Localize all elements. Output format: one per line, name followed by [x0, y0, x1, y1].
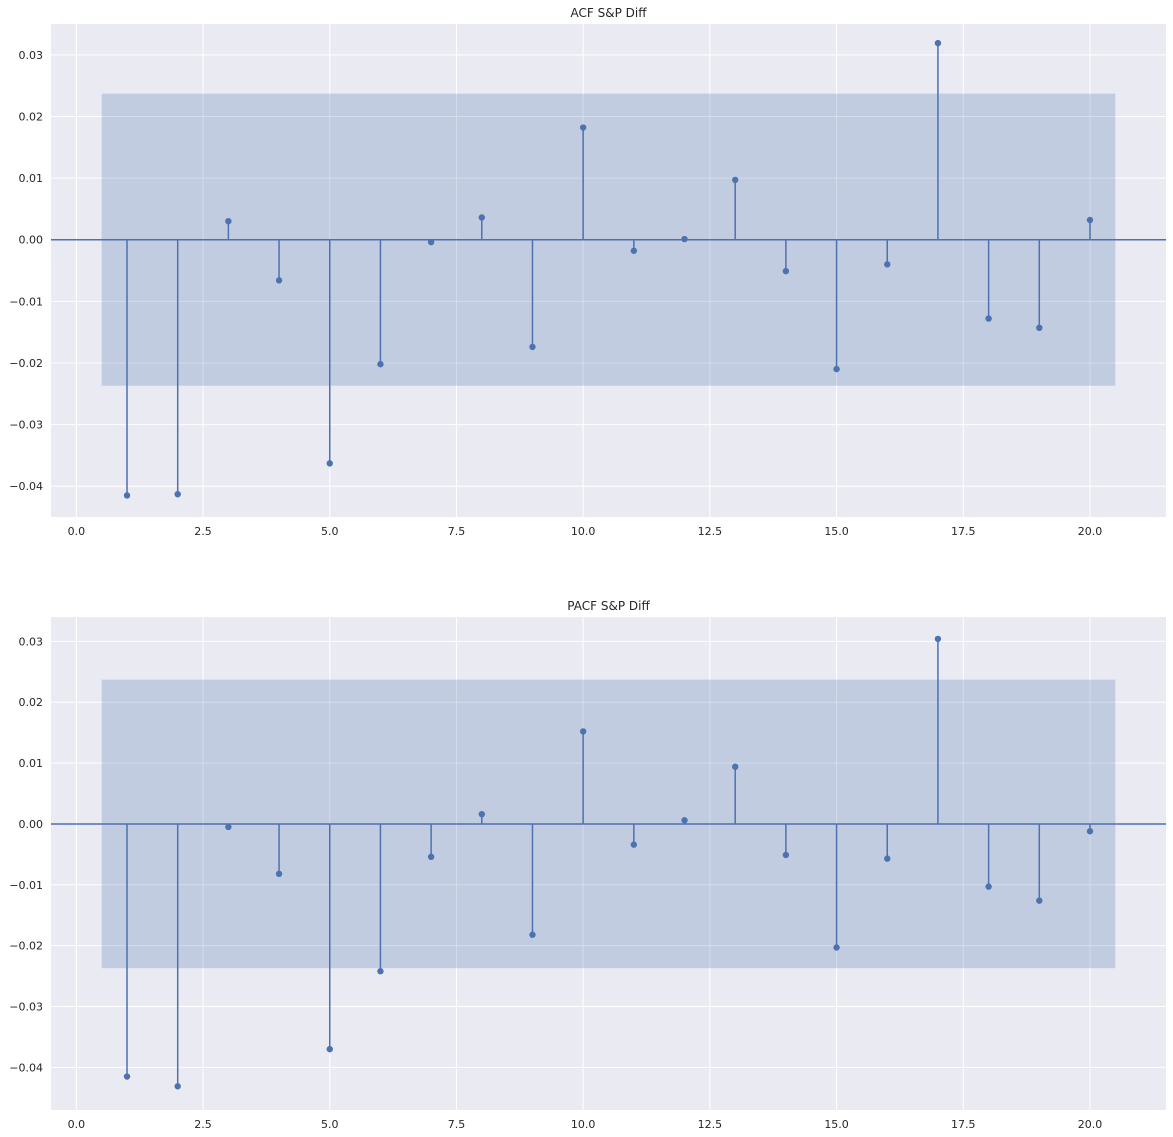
pacf-x-tick-label: 15.0 [824, 1118, 849, 1131]
pacf-y-tick-label: −0.03 [9, 1001, 43, 1014]
acf-stem-marker [782, 267, 790, 275]
pacf-y-tick-label: 0.03 [19, 635, 44, 648]
pacf-stem-marker [782, 851, 790, 859]
pacf-stem-marker [833, 944, 840, 951]
pacf-x-tick-label: 17.5 [951, 1118, 976, 1131]
acf-stem-marker [478, 214, 485, 221]
acf-x-tick-label: 17.5 [951, 525, 976, 538]
pacf-stem-marker [934, 635, 942, 643]
acf-stem-marker [732, 176, 739, 184]
pacf-y-tick-label: −0.01 [9, 879, 43, 892]
acf-x-tick-label: 20.0 [1078, 525, 1103, 538]
acf-x-tick-label: 2.5 [194, 525, 212, 538]
pacf-chart-title: PACF S&P Diff [567, 599, 650, 613]
pacf-stem-marker [732, 763, 739, 770]
pacf-x-tick-label: 10.0 [571, 1118, 596, 1131]
acf-x-tick-label: 10.0 [571, 525, 596, 538]
acf-stem-marker [377, 360, 384, 368]
pacf-stem-marker [884, 855, 891, 862]
pacf-stem-marker [326, 1045, 333, 1053]
acf-stem-marker [681, 235, 688, 243]
pacf-x-tick-label: 2.5 [194, 1118, 212, 1131]
pacf-x-tick-label: 0.0 [68, 1118, 86, 1131]
acf-stem-marker [630, 247, 638, 254]
pacf-stem-marker [579, 728, 587, 735]
pacf-x-tick-label: 12.5 [698, 1118, 723, 1131]
acf-stem-marker [326, 460, 333, 467]
acf-stems [123, 39, 1094, 499]
acf-chart-title: ACF S&P Diff [571, 6, 648, 20]
acf-stem-marker [833, 365, 840, 373]
acf-stem-marker [427, 238, 435, 246]
pacf-x-tick-label: 20.0 [1078, 1118, 1103, 1131]
acf-stem-marker [1086, 216, 1094, 224]
acf-y-tick-label: 0.02 [19, 110, 44, 123]
pacf-x-tick-labels: 0.0 2.5 5.0 7.5 10.0 12.5 15.0 17.5 20.0 [68, 1118, 1103, 1131]
acf-stem-marker [579, 124, 587, 131]
pacf-x-tick-label: 5.0 [321, 1118, 339, 1131]
pacf-x-tick-label: 7.5 [448, 1118, 466, 1131]
acf-plot-area [51, 24, 1166, 517]
acf-x-tick-label: 7.5 [448, 525, 466, 538]
acf-x-tick-label: 5.0 [321, 525, 339, 538]
pacf-stem-marker [985, 883, 992, 890]
pacf-y-tick-label: 0.02 [19, 696, 44, 709]
pacf-stem-marker [174, 1083, 181, 1090]
pacf-stem-marker [427, 853, 435, 861]
pacf-stem-marker [478, 811, 485, 818]
acf-x-tick-labels: 0.0 2.5 5.0 7.5 10.0 12.5 15.0 17.5 20.0 [68, 525, 1103, 538]
acf-y-tick-label: −0.02 [9, 357, 43, 370]
acf-stem-marker [884, 261, 891, 268]
pacf-y-tick-label: 0.01 [19, 757, 44, 770]
pacf-y-tick-labels: 0.03 0.02 0.01 0.00 −0.01 −0.02 −0.03 −0.04 [9, 635, 43, 1074]
pacf-stem-marker [123, 1073, 131, 1080]
acf-y-tick-label: −0.04 [9, 480, 43, 493]
acf-stem-marker [275, 277, 283, 284]
acf-x-tick-label: 0.0 [68, 525, 86, 538]
acf-stem-marker [123, 492, 131, 499]
acf-chart: 0.0 2.5 5.0 7.5 10.0 12.5 15.0 17.5 20.0 0.030.0… [9, 6, 1166, 538]
acf-y-tick-label: 0.01 [19, 172, 44, 185]
pacf-grid [51, 617, 1166, 1110]
acf-y-tick-label: 0.00 [19, 234, 44, 247]
acf-y-tick-labels: 0.03 0.02 0.01 0.00 −0.01 −0.02 −0.03 −0.04 [9, 49, 43, 493]
acf-stem-marker [529, 343, 536, 351]
pacf-stems [123, 635, 1094, 1090]
pacf-stem-marker [377, 968, 384, 975]
pacf-stem-marker [630, 841, 638, 848]
pacf-plot-area [51, 617, 1166, 1110]
pacf-stem-marker [681, 817, 688, 824]
pacf-y-tick-label: −0.04 [9, 1061, 43, 1074]
acf-x-tick-label: 12.5 [698, 525, 723, 538]
pacf-stem-marker [1086, 828, 1094, 835]
acf-grid [51, 24, 1166, 517]
acf-stem-marker [985, 315, 992, 322]
acf-stem-marker [174, 490, 181, 498]
pacf-chart: 0.0 2.5 5.0 7.5 10.0 12.5 15.0 17.5 20.0 0.030.0… [9, 599, 1166, 1131]
pacf-stem-marker [529, 931, 536, 938]
acf-y-tick-label: −0.01 [9, 295, 43, 308]
acf-x-tick-label: 15.0 [824, 525, 849, 538]
pacf-stem-marker [1036, 897, 1043, 904]
pacf-y-tick-label: −0.02 [9, 940, 43, 953]
acf-y-tick-label: 0.03 [19, 49, 44, 62]
pacf-stem-marker [275, 870, 283, 878]
pacf-stem-marker [225, 823, 232, 831]
pacf-y-tick-label: 0.00 [19, 818, 44, 831]
acf-stem-marker [225, 218, 232, 225]
acf-stem-marker [934, 39, 942, 47]
acf-stem-marker [1036, 324, 1043, 332]
acf-y-tick-label: −0.03 [9, 419, 43, 432]
